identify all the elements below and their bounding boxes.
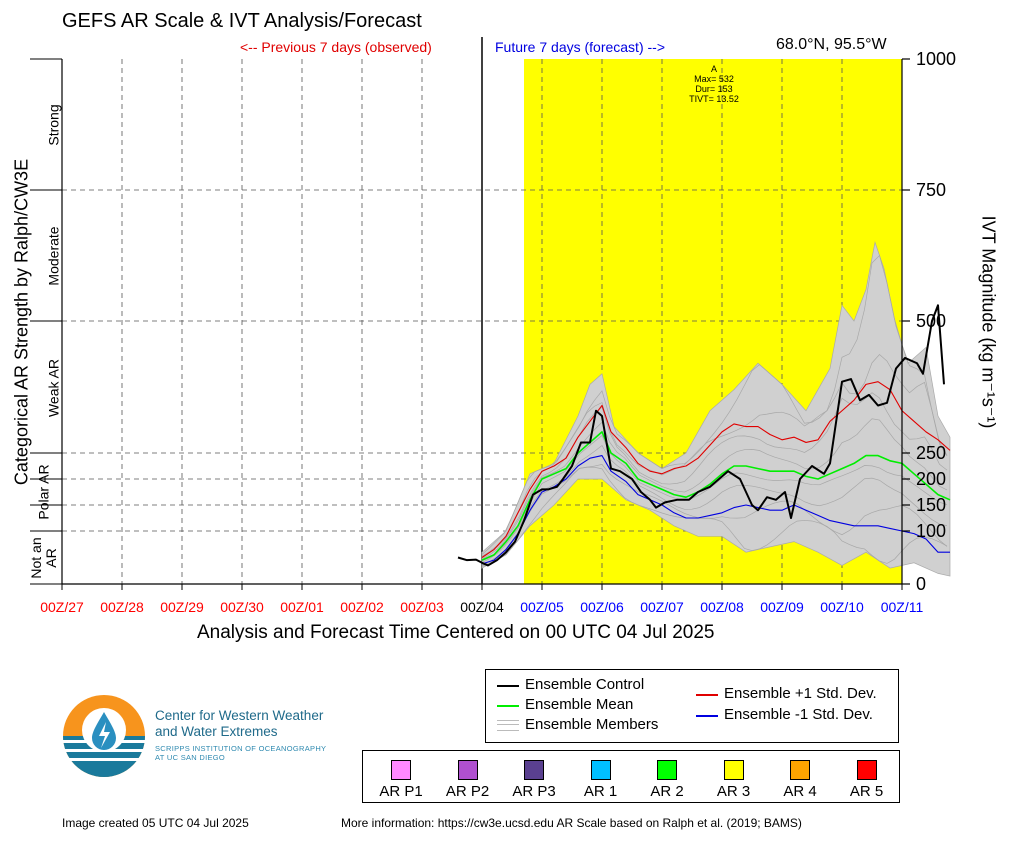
ar-level-swatch bbox=[723, 760, 744, 780]
ar-annotation-tivt: TIVT= 13.52 bbox=[689, 94, 739, 104]
ar-level-label: AR 5 bbox=[849, 783, 884, 800]
category-moderate: Moderate bbox=[45, 226, 62, 286]
ensemble-mean-line bbox=[481, 431, 951, 561]
axis-layer: 0 100 150 200 250 500 750 1000 00Z/27 00Z/28 00Z/2… bbox=[30, 49, 956, 615]
series-legend: Ensemble Control Ensemble Mean Ensemble … bbox=[485, 669, 899, 743]
ar-level-label: AR P3 bbox=[512, 783, 556, 800]
future-days-label: Future 7 days (forecast) --> bbox=[495, 39, 666, 55]
category-strong: Strong bbox=[45, 104, 62, 146]
ensemble-member-line bbox=[481, 444, 948, 563]
grid-layer bbox=[62, 37, 902, 584]
legend-members-label: Ensemble Members bbox=[525, 716, 659, 733]
x-tick-label: 00Z/02 bbox=[340, 599, 384, 615]
y-tick-label: 100 bbox=[916, 521, 946, 541]
ar-level-swatch bbox=[457, 760, 478, 780]
ar-level-swatch bbox=[524, 760, 544, 780]
y-tick-label: 200 bbox=[916, 469, 946, 489]
ensemble-member-line bbox=[481, 353, 948, 557]
ensemble-plus-std-line bbox=[481, 381, 951, 558]
ar-annotation-id: A bbox=[710, 64, 717, 74]
legend-mean-label: Ensemble Mean bbox=[525, 696, 634, 713]
x-tick-label: 00Z/29 bbox=[160, 599, 204, 615]
legend-control-swatch bbox=[497, 685, 519, 687]
ar-level-label: AR 4 bbox=[783, 783, 817, 800]
ensemble-member-line bbox=[481, 434, 948, 562]
ensemble-member-line bbox=[481, 466, 948, 567]
chart-title: GEFS AR Scale & IVT Analysis/Forecast bbox=[62, 10, 422, 32]
ar-level-swatch bbox=[790, 760, 810, 780]
x-tick-label: 00Z/04 bbox=[460, 599, 504, 615]
ensemble-member-line bbox=[481, 418, 948, 560]
legend-minus-std-swatch bbox=[696, 715, 718, 717]
legend-control-label: Ensemble Control bbox=[525, 676, 645, 693]
category-not-ar: Not an AR bbox=[28, 537, 59, 579]
x-tick-label: 00Z/06 bbox=[580, 599, 624, 615]
ar-annotation-duration: Dur= 153 bbox=[695, 84, 733, 94]
x-tick-label: 00Z/09 bbox=[760, 599, 804, 615]
y-tick-label: 750 bbox=[916, 180, 946, 200]
ensemble-member-line bbox=[481, 254, 948, 555]
ar-level-label: AR P1 bbox=[379, 783, 423, 800]
ar-annotation-max: Max= 532 bbox=[694, 74, 734, 84]
ar-level-label: AR P2 bbox=[445, 783, 490, 800]
x-tick-label: 00Z/03 bbox=[400, 599, 444, 615]
logo-sub1: SCRIPPS INSTITUTION OF OCEANOGRAPHY bbox=[155, 744, 327, 753]
series-layer bbox=[457, 304, 951, 567]
ar-level-label: AR 2 bbox=[650, 783, 684, 800]
ar-level-label: AR 1 bbox=[583, 783, 618, 800]
ar-annotation: A Max= 532 Dur= 153 TIVT= 13.52 bbox=[689, 64, 739, 104]
x-tick-label: 00Z/01 bbox=[280, 599, 324, 615]
ar-level-swatch bbox=[590, 760, 611, 780]
x-tick-label: 00Z/11 bbox=[881, 599, 924, 615]
x-tick-label: 00Z/05 bbox=[520, 599, 564, 615]
ar-level-swatch bbox=[657, 760, 677, 780]
y-tick-label: 0 bbox=[916, 574, 926, 594]
y-tick-label: 1000 bbox=[916, 49, 956, 69]
x-tick-label: 00Z/28 bbox=[100, 599, 144, 615]
y-tick-label: 250 bbox=[916, 443, 946, 463]
footer-created: Image created 05 UTC 04 Jul 2025 bbox=[62, 816, 249, 830]
legend-minus-std-label: Ensemble -1 Std. Dev. bbox=[724, 706, 873, 723]
x-tick-label: 00Z/10 bbox=[820, 599, 864, 615]
ensemble-control-line bbox=[457, 304, 945, 567]
legend-plus-std-swatch bbox=[696, 694, 718, 696]
legend-mean-swatch bbox=[497, 705, 519, 707]
footer-info: More information: https://cw3e.ucsd.edu … bbox=[341, 816, 802, 830]
y-tick-label: 150 bbox=[916, 495, 946, 515]
x-axis-title: Analysis and Forecast Time Centered on 0… bbox=[197, 622, 715, 643]
y-axis-right-title: IVT Magnitude (kg m⁻¹s⁻¹) bbox=[978, 215, 999, 429]
legend-plus-std-label: Ensemble +1 Std. Dev. bbox=[724, 685, 877, 702]
ar-level-swatch bbox=[391, 760, 411, 780]
x-tick-label: 00Z/07 bbox=[640, 599, 684, 615]
logo-line2: and Water Extremes bbox=[155, 724, 278, 739]
cw3e-logo-icon bbox=[62, 695, 146, 777]
location-label: 68.0°N, 95.5°W bbox=[776, 36, 887, 53]
logo-line1: Center for Western Weather bbox=[155, 708, 324, 723]
logo-name: Center for Western Weather and Water Ext… bbox=[155, 708, 323, 740]
ar-scale-legend: AR P1 AR P2 AR P3 AR 1 AR 2 AR 3 AR 4 AR 5 bbox=[362, 750, 900, 803]
category-polar: Polar AR bbox=[35, 464, 52, 520]
y-tick-label: 500 bbox=[916, 311, 946, 331]
ar-level-label: AR 3 bbox=[716, 783, 751, 800]
y-axis-left-title: Categorical AR Strength by Ralph/CW3E bbox=[11, 158, 32, 486]
x-tick-label: 00Z/30 bbox=[220, 599, 264, 615]
ensemble-members-envelope bbox=[481, 241, 951, 577]
legend-members-swatch bbox=[497, 720, 519, 731]
x-tick-label: 00Z/27 bbox=[40, 599, 84, 615]
category-weak: Weak AR bbox=[45, 358, 62, 418]
logo-subtitle: SCRIPPS INSTITUTION OF OCEANOGRAPHY AT U… bbox=[155, 744, 326, 762]
logo-sub2: AT UC SAN DIEGO bbox=[155, 753, 226, 762]
previous-days-label: <-- Previous 7 days (observed) bbox=[240, 39, 432, 55]
x-tick-label: 00Z/08 bbox=[700, 599, 744, 615]
ar-level-swatch bbox=[856, 760, 877, 780]
